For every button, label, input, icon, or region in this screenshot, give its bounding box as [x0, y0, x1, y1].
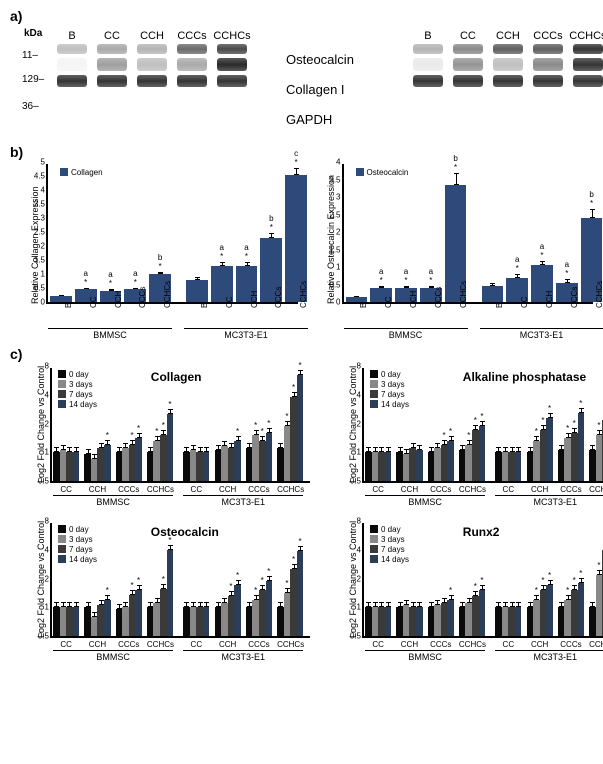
protein-label: Collagen I: [286, 82, 354, 97]
panel-a-label: a): [10, 8, 593, 24]
lane-label: B: [408, 30, 448, 42]
lane-label: CCCs: [172, 30, 212, 42]
panel-c-label: c): [10, 346, 593, 362]
panel-c-chart: 0.51248Log2 Fold Change vs ControlCollag…: [50, 368, 310, 483]
protein-label: Osteocalcin: [286, 52, 354, 67]
panel-c-chart: 0.51248Log2 Fold Change vs ControlOsteoc…: [50, 523, 310, 638]
lane-label: CC: [448, 30, 488, 42]
lane-label: CCH: [488, 30, 528, 42]
collagen-chart: 00.511.522.533.544.55Relative Collagen E…: [46, 164, 298, 304]
osteocalcin-chart: 00.511.522.533.54Relative Osteocalcin Ex…: [342, 164, 594, 304]
protein-label: GAPDH: [286, 112, 354, 127]
blot-area: kDaBCCCCHCCCsCCHCs11–129–36–OsteocalcinC…: [28, 30, 593, 134]
lane-label: B: [52, 30, 92, 42]
panel-c-chart: 0.51248Log2 Fold Change vs ControlRunx20…: [362, 523, 603, 638]
lane-label: CC: [92, 30, 132, 42]
lane-label: CCHCs: [212, 30, 252, 42]
panel-c-grid: 0.51248Log2 Fold Change vs ControlCollag…: [22, 368, 593, 638]
panel-b-row: 00.511.522.533.544.55Relative Collagen E…: [18, 164, 593, 304]
lane-label: CCCs: [528, 30, 568, 42]
panel-c-chart: 0.51248Log2 Fold Change vs ControlAlkali…: [362, 368, 603, 483]
lane-label: CCH: [132, 30, 172, 42]
lane-label: CCHCs: [568, 30, 603, 42]
